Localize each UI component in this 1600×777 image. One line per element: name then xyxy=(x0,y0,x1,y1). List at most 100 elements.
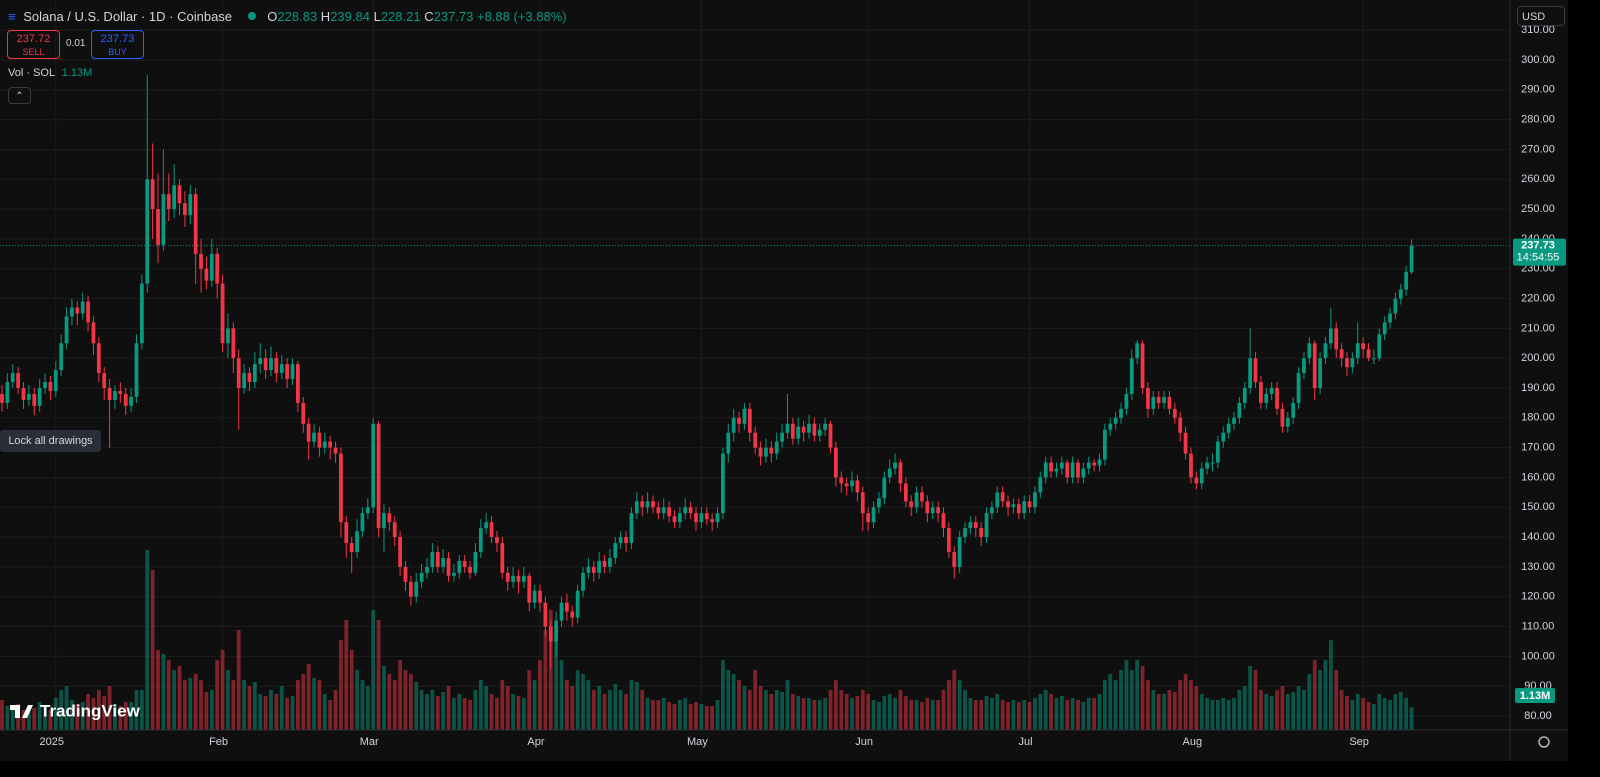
candle-body xyxy=(1189,453,1193,478)
candle-body xyxy=(102,373,107,388)
volume-bar xyxy=(828,690,833,730)
candle-body xyxy=(1199,468,1204,484)
volume-bar xyxy=(1092,698,1097,730)
candle-body xyxy=(871,507,876,523)
volume-bar xyxy=(570,686,575,730)
volume-bar xyxy=(500,680,505,730)
volume-bar xyxy=(1393,694,1398,730)
candle-body xyxy=(780,432,784,442)
volume-bar xyxy=(349,650,354,730)
volume-bar xyxy=(102,696,107,730)
volume-bar xyxy=(1398,692,1403,730)
sell-button[interactable]: 237.72 SELL xyxy=(7,30,60,59)
candle-body xyxy=(1146,387,1150,409)
candle-body xyxy=(1323,343,1328,359)
volume-bar xyxy=(973,700,978,730)
buy-button[interactable]: 237.73 BUY xyxy=(91,30,144,59)
settings-icon[interactable] xyxy=(1538,736,1550,748)
candle-body xyxy=(586,566,591,573)
candle-body xyxy=(1269,387,1274,394)
volume-bar xyxy=(435,696,440,730)
candle-body xyxy=(839,477,844,484)
candle-body xyxy=(215,253,220,284)
candle-body xyxy=(1221,432,1226,442)
candle-body xyxy=(1226,423,1231,433)
volume-bar xyxy=(790,694,795,730)
candle-body xyxy=(1259,382,1263,403)
volume-bar xyxy=(1076,700,1080,730)
ohlc-key: H xyxy=(320,9,331,24)
volume-bar xyxy=(21,710,26,730)
candle-body xyxy=(247,373,252,383)
candle-body xyxy=(844,483,849,487)
volume-bar xyxy=(1119,670,1123,730)
volume-bar xyxy=(640,690,645,730)
volume-bar xyxy=(296,680,300,730)
volume-bar xyxy=(505,686,510,730)
candle-body xyxy=(909,501,914,508)
volume-bar xyxy=(796,696,801,730)
volume-bar xyxy=(1038,694,1043,730)
volume-bar xyxy=(1242,686,1247,730)
candle-body xyxy=(823,423,828,430)
volume-bar xyxy=(877,702,881,730)
y-tick-label: 200.00 xyxy=(1521,352,1555,364)
candle-body xyxy=(575,590,580,618)
candle-body xyxy=(753,432,758,448)
volume-bar xyxy=(414,682,419,730)
volume-bar xyxy=(1248,666,1253,730)
candle-body xyxy=(1049,462,1053,472)
volume-bar xyxy=(893,698,897,730)
volume-bar xyxy=(1140,666,1145,730)
candle-body xyxy=(5,382,10,403)
volume-bar xyxy=(403,670,408,730)
candle-body xyxy=(344,522,349,544)
volume-bar xyxy=(123,702,128,730)
volume-bar xyxy=(586,680,591,730)
volume-bar xyxy=(1081,702,1086,730)
volume-bar xyxy=(1011,700,1016,730)
volume-bar xyxy=(462,698,467,730)
candle-body xyxy=(1043,462,1048,478)
symbol-title[interactable]: Solana / U.S. Dollar · 1D · Coinbase xyxy=(23,9,233,24)
y-tick-label: 260.00 xyxy=(1521,173,1555,185)
candle-body xyxy=(1232,417,1236,424)
y-tick-label: 180.00 xyxy=(1521,412,1555,424)
candle-body xyxy=(123,393,128,406)
volume-bar xyxy=(764,690,768,730)
chart: 80.0090.00100.00110.00120.00130.00140.00… xyxy=(0,0,1568,761)
candle-body xyxy=(150,179,155,210)
volume-bar xyxy=(548,610,553,730)
candle-body xyxy=(419,572,424,582)
menu-icon[interactable]: ≡ xyxy=(8,9,16,24)
candle-body xyxy=(134,343,139,397)
change: +8.88 (+3.88%) xyxy=(476,9,567,24)
candle-body xyxy=(1253,358,1258,383)
currency-button[interactable]: USD xyxy=(1517,6,1565,26)
candle-body xyxy=(1242,387,1247,403)
volume-bar xyxy=(952,670,957,730)
collapse-button[interactable]: ⌃ xyxy=(8,87,31,104)
volume-bar xyxy=(10,708,15,730)
candle-body xyxy=(731,417,736,433)
volume-bar xyxy=(887,694,892,730)
volume-bar xyxy=(0,700,4,730)
x-tick-label: Apr xyxy=(527,736,544,748)
candle-body xyxy=(279,364,284,374)
candle-body xyxy=(1345,358,1349,368)
candle-body xyxy=(495,537,499,544)
candle-body xyxy=(1307,343,1312,359)
volume-bar xyxy=(737,680,741,730)
candle-body xyxy=(984,513,989,538)
candle-body xyxy=(70,307,74,317)
candle-body xyxy=(263,358,268,371)
market-status-dot xyxy=(247,12,256,20)
candle-body xyxy=(172,185,177,210)
candle-body xyxy=(979,528,984,538)
candle-body xyxy=(1119,408,1123,418)
candle-body xyxy=(925,501,930,514)
candle-body xyxy=(591,566,596,573)
volume-bar xyxy=(301,674,306,730)
candle-body xyxy=(1361,343,1366,350)
volume-bar xyxy=(753,670,758,730)
